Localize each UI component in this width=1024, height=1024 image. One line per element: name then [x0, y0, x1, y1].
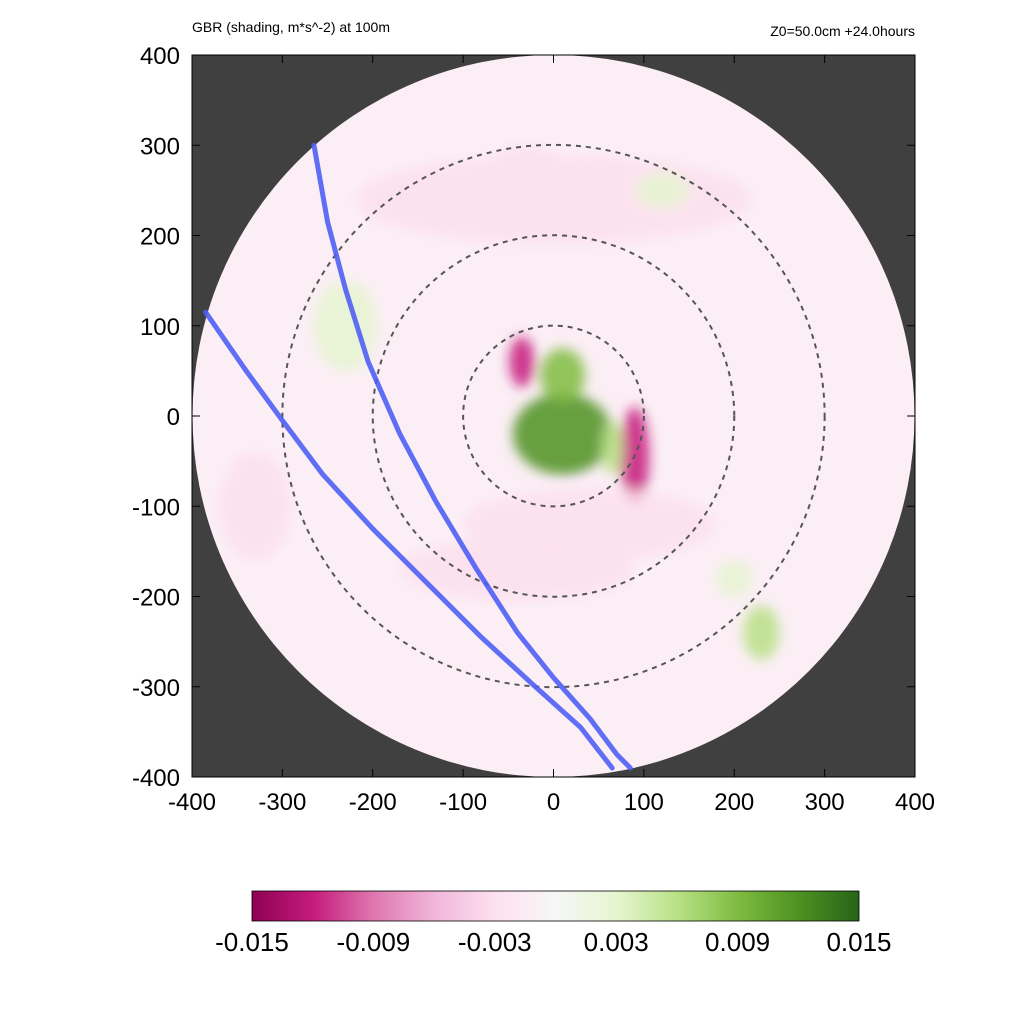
x-tick-label: -200: [349, 789, 397, 816]
x-axis-ticks: -400 -300 -200 -100 0 100 200 300 400: [168, 55, 935, 816]
shading-feature-0: [512, 393, 613, 475]
x-tick-label: 200: [714, 789, 754, 816]
y-tick-label: -300: [132, 675, 180, 702]
x-tick-label: 0: [547, 789, 560, 816]
y-tick-label: 300: [140, 133, 180, 160]
x-tick-label: 300: [805, 789, 845, 816]
shading-feature-6: [399, 537, 635, 602]
x-tick-label: -400: [168, 789, 216, 816]
shading-feature-2: [509, 336, 535, 388]
range-ring-200: [371, 234, 736, 598]
colorbar-tick-label: 0.015: [826, 927, 891, 957]
colorbar-tick-labels: -0.015 -0.009 -0.003 0.003 0.009 0.015: [215, 927, 891, 957]
y-tick-label: 0: [167, 404, 180, 431]
y-axis-ticks: 400 300 200 100 0 -100 -200 -300 -400: [132, 43, 915, 792]
range-ring-300: [281, 143, 826, 689]
colorbar-tick-label: -0.003: [458, 927, 532, 957]
shading-feature-13: [499, 145, 554, 164]
range-rings: [281, 143, 826, 689]
y-tick-label: 400: [140, 43, 180, 70]
storm-track-2: [203, 309, 615, 771]
range-ring-100: [462, 324, 645, 508]
x-tick-label: -300: [258, 789, 306, 816]
x-tick-label: 400: [895, 789, 935, 816]
colorbar-tick-label: 0.003: [584, 927, 649, 957]
colorbar-tick-label: -0.009: [337, 927, 411, 957]
x-tick-label: 100: [624, 789, 664, 816]
shading-feature-8: [743, 605, 780, 660]
colorbar-tick-label: -0.015: [215, 927, 289, 957]
shading-feature-4: [601, 420, 624, 475]
y-tick-label: -400: [132, 765, 180, 792]
x-tick-label: -100: [439, 789, 487, 816]
colorbar-tick-label: 0.009: [705, 927, 770, 957]
storm-tracks: [203, 142, 633, 771]
y-tick-label: -100: [132, 494, 180, 521]
shading-feature-12: [219, 452, 292, 561]
chart-title-left: GBR (shading, m*s^-2) at 100m: [192, 19, 390, 35]
shading-feature-9: [716, 560, 753, 597]
y-tick-label: 100: [140, 314, 180, 341]
shading-feature-7: [354, 154, 753, 245]
colorbar: [251, 890, 860, 922]
shading-feature-1: [539, 348, 586, 403]
chart-title-right: Z0=50.0cm +24.0hours: [770, 23, 915, 39]
shading-feature-11: [634, 172, 690, 209]
y-tick-label: 200: [140, 224, 180, 251]
storm-track-1: [311, 142, 633, 771]
y-tick-label: -200: [132, 585, 180, 612]
